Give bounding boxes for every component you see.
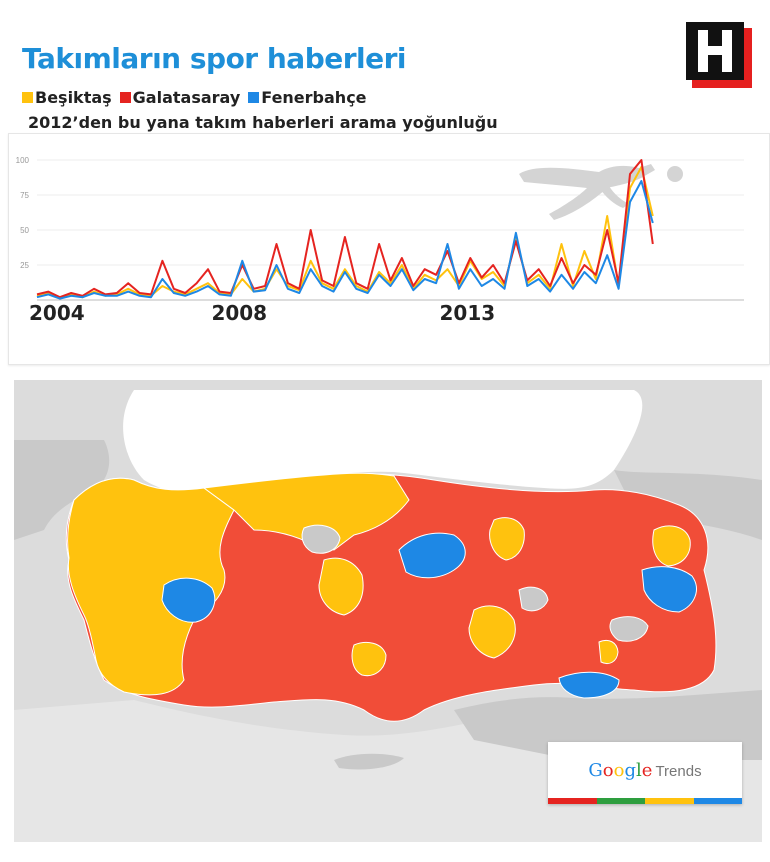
legend-label-galatasaray: Galatasaray: [132, 88, 241, 107]
y-tick-label: 25: [20, 261, 29, 270]
google-letter: g: [624, 760, 637, 781]
chart-series: [36, 159, 654, 300]
google-wordmark: Google: [588, 760, 652, 781]
besiktas-region-east-central: [468, 605, 516, 659]
series-line-beikta: [36, 166, 654, 299]
google-letter: G: [588, 760, 603, 781]
page-title: Takımların spor haberleri: [22, 42, 407, 75]
google-trends-badge: Google Trends: [548, 742, 742, 804]
google-bar-blue: [693, 798, 742, 804]
turkey-province-map: [14, 390, 762, 842]
x-tick-label: 2004: [29, 301, 85, 325]
legend-swatch-fenerbahce: [248, 92, 260, 103]
fenerbahce-region-southeast: [558, 671, 620, 699]
legend-swatch-galatasaray: [119, 92, 131, 103]
legend: Beşiktaş Galatasaray Fenerbahçe: [22, 88, 367, 107]
legend-swatch-besiktas: [22, 92, 33, 103]
google-bar-yellow: [645, 798, 694, 804]
series-line-galatasaray: [36, 159, 654, 299]
google-letter: l: [636, 760, 642, 781]
besiktas-region-north: [202, 472, 410, 551]
x-tick-label: 2013: [440, 301, 496, 325]
fenerbahce-region-west: [161, 577, 216, 623]
besiktas-region-central: [318, 557, 364, 616]
lake-central: [301, 524, 341, 554]
legend-label-fenerbahce: Fenerbahçe: [261, 88, 367, 107]
y-tick-label: 50: [20, 226, 29, 235]
y-tick-label: 100: [16, 156, 30, 165]
y-axis-ticks: 25 50 75 100: [16, 156, 30, 270]
lake-east-central: [518, 586, 549, 612]
trends-wordmark: Trends: [655, 763, 702, 780]
series-line-fenerbahe: [36, 180, 654, 300]
legend-item-galatasaray: Galatasaray: [119, 88, 241, 107]
trend-line-chart: 25 50 75 100 2004 2008 2013: [16, 156, 744, 325]
besiktas-region-northeast: [489, 517, 525, 561]
google-bar-red: [548, 798, 597, 804]
besiktas-region-southeast: [598, 639, 619, 665]
soccer-player-silhouette: [519, 164, 683, 220]
google-color-bar: [548, 798, 742, 804]
google-bar-green: [596, 798, 645, 804]
lake-van: [609, 616, 649, 642]
fenerbahce-region-north: [398, 532, 466, 579]
neighbor-land-west: [14, 440, 110, 540]
besiktas-region-west: [67, 477, 235, 696]
x-axis-ticks: 2004 2008 2013: [29, 301, 495, 325]
fenerbahce-region-east: [641, 566, 697, 613]
legend-item-besiktas: Beşiktaş: [22, 88, 112, 107]
google-trends-logo: Google Trends: [548, 760, 742, 781]
besiktas-region-south-central: [351, 642, 387, 677]
besiktas-region-far-east: [652, 525, 691, 567]
hurriyet-logo: [686, 22, 752, 88]
legend-label-besiktas: Beşiktaş: [35, 88, 112, 107]
x-tick-label: 2008: [211, 301, 267, 325]
y-tick-label: 75: [20, 191, 29, 200]
neighbor-land-northeast: [614, 470, 762, 540]
google-letter: o: [613, 760, 625, 781]
google-letter: e: [641, 760, 653, 781]
chart-subtitle: 2012’den bu yana takım haberleri arama y…: [28, 113, 498, 132]
trend-chart-panel: 25 50 75 100 2004 2008 2013: [8, 133, 770, 365]
google-letter: o: [602, 760, 614, 781]
black-sea: [123, 390, 643, 496]
legend-item-fenerbahce: Fenerbahçe: [248, 88, 367, 107]
cyprus: [334, 753, 404, 770]
